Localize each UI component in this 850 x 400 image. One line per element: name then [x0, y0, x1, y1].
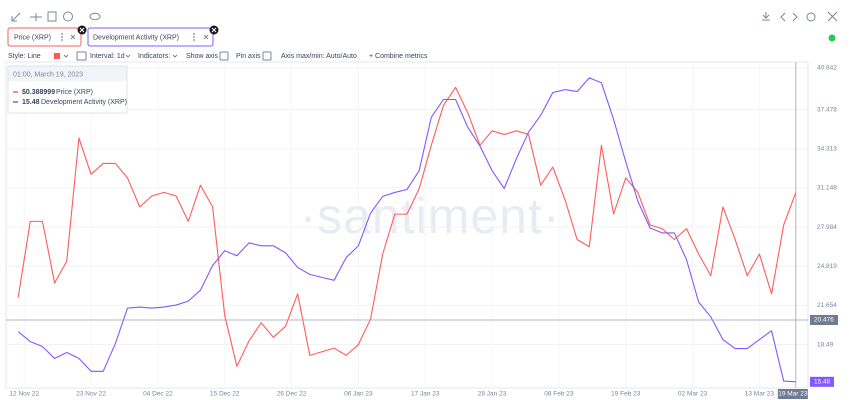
embed-icon[interactable] — [780, 12, 798, 22]
combine-metrics[interactable]: + Combine metrics — [369, 53, 428, 60]
watermark: ·santiment· — [299, 188, 560, 244]
x-tick-label: 08 Feb 23 — [544, 391, 574, 398]
menu-dots[interactable] — [61, 33, 63, 35]
tab-close[interactable] — [203, 34, 209, 40]
dropdown-arrow[interactable] — [172, 54, 178, 58]
x-tick-label: 28 Jan 23 — [478, 391, 507, 398]
x-tick-label: 15 Dec 22 — [210, 391, 240, 398]
tooltip-time: 01:00, March 19, 2023 — [13, 71, 83, 78]
style-control[interactable]: Style: Line — [8, 53, 41, 60]
cursor-level-label: 20.476 — [814, 317, 834, 324]
plot-frame — [5, 61, 809, 389]
tooltip: 01:00, March 19, 2023 $0.388999 Price (X… — [7, 65, 128, 114]
show-axis-control[interactable]: Show axis — [186, 53, 218, 60]
settings-icon[interactable] — [806, 12, 816, 22]
color-swatch[interactable] — [54, 53, 60, 59]
close-icon[interactable] — [827, 11, 838, 22]
emoji-icon[interactable] — [63, 11, 73, 22]
y-tick-label: 34.313 — [817, 145, 837, 152]
menu-dots[interactable] — [193, 33, 195, 35]
cursor-level-badge — [810, 314, 838, 325]
tab-label[interactable]: Price (XRP) — [14, 34, 51, 41]
axis-minmax-control[interactable]: Axis max/min: Auto/Auto — [281, 53, 357, 60]
tooltip-series: Development Activity (XRP) — [41, 99, 127, 106]
tab-dev[interactable] — [87, 27, 214, 47]
y-tick-label: 31.148 — [817, 185, 837, 192]
dropdown-arrow[interactable] — [125, 54, 131, 58]
download-icon[interactable] — [762, 12, 770, 21]
x-tick-label: 12 Nov 22 — [9, 391, 39, 398]
plot-area: 40.842 37.478 34.313 31.148 27.984 24.819 21.6… — [5, 61, 838, 399]
tooltip-series: Price (XRP) — [56, 89, 93, 96]
interval-control[interactable]: Interval: 1d — [90, 53, 125, 60]
x-tick-label: 06 Jan 23 — [344, 391, 373, 398]
tab-label[interactable]: Development Activity (XRP) — [93, 34, 179, 41]
x-tick-label: 13 Mar 23 — [745, 391, 775, 398]
y-tick-label: 21.654 — [817, 302, 837, 309]
tooltip-header — [8, 66, 127, 82]
status-dot — [828, 34, 836, 42]
x-tick-label: 23 Nov 22 — [76, 391, 106, 398]
eye-icon[interactable] — [89, 12, 101, 21]
tooltip-value: 15.48 — [22, 99, 40, 106]
checkbox[interactable] — [262, 51, 272, 61]
cursor-value-badge — [810, 376, 834, 387]
x-tick-label: 26 Dec 22 — [277, 391, 307, 398]
cursor-date-label: 19 Mar 23 — [778, 391, 808, 398]
toolbar-icons[interactable] — [11, 11, 838, 22]
x-tick-label: 04 Dec 22 — [143, 391, 173, 398]
tab-price[interactable] — [7, 27, 82, 47]
cursor-date-badge — [777, 389, 808, 399]
menu-dots[interactable] — [193, 39, 195, 41]
y-tick-label: 24.819 — [817, 263, 837, 270]
remove-icon — [211, 27, 217, 33]
x-tick-label: 02 Mar 23 — [678, 391, 708, 398]
tab-close[interactable] — [70, 34, 76, 40]
calendar-icon[interactable] — [76, 51, 87, 61]
y-tick-label: 27.984 — [817, 224, 837, 231]
remove-icon — [79, 27, 85, 33]
pin-axis-control[interactable]: Pin axis — [236, 53, 261, 60]
cursor-value-label: 15.48 — [814, 379, 831, 386]
y-tick-label: 37.478 — [817, 106, 837, 113]
menu-dots[interactable] — [193, 36, 195, 38]
checkbox[interactable] — [219, 51, 229, 61]
y-tick-label: 18.49 — [817, 341, 834, 348]
menu-dots[interactable] — [61, 39, 63, 41]
series-line — [17, 77, 796, 383]
dropdown-arrow[interactable] — [63, 54, 69, 58]
line-icon[interactable] — [30, 13, 42, 21]
x-tick-label: 19 Feb 23 — [611, 391, 641, 398]
tooltip-value: $0.388999 — [22, 89, 55, 96]
indicators-control[interactable]: Indicators: — [138, 53, 170, 60]
x-tick-label: 17 Jan 23 — [411, 391, 440, 398]
menu-dots[interactable] — [61, 36, 63, 38]
expand-icon[interactable] — [11, 12, 21, 22]
y-tick-label: 40.842 — [817, 65, 837, 72]
note-icon[interactable] — [47, 11, 57, 22]
series-line — [17, 86, 797, 367]
